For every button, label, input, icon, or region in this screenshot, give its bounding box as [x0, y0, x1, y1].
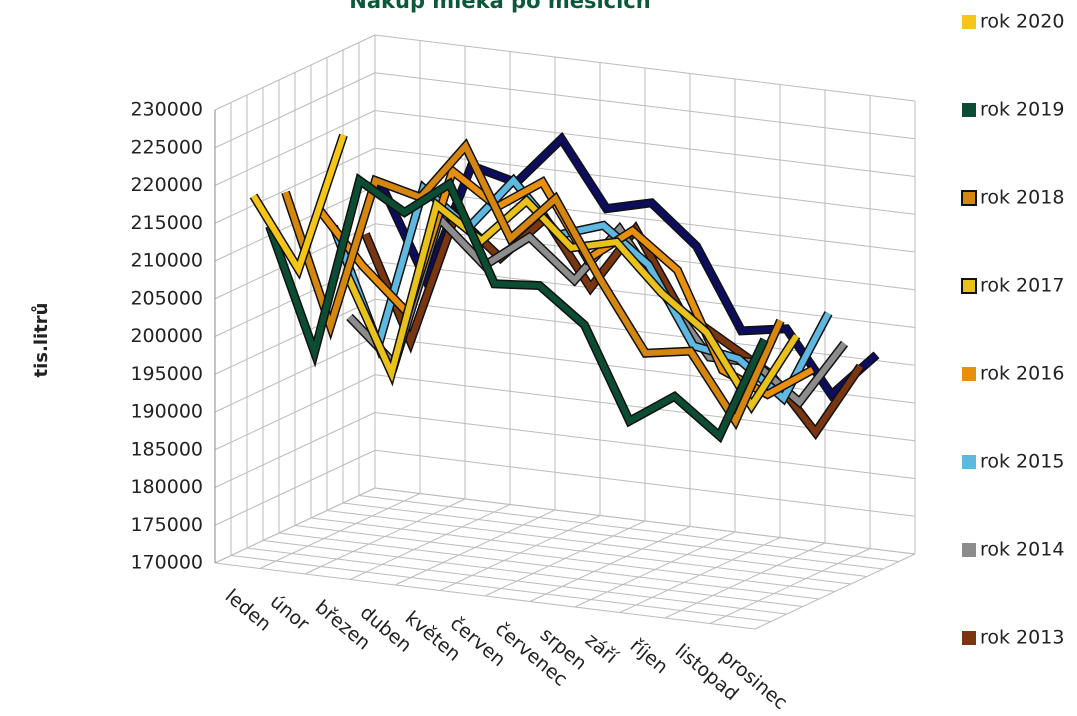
- y-tick-label: 185000: [130, 438, 203, 460]
- y-tick-label: 180000: [130, 476, 203, 498]
- x-tick-label: leden: [221, 585, 276, 636]
- series-line: [282, 140, 784, 428]
- floor-line: [326, 510, 868, 577]
- y-tick-label: 215000: [130, 212, 203, 234]
- floor-line: [374, 487, 916, 555]
- legend-label: rok 2013: [980, 627, 1064, 649]
- legend-label: rok 2020: [980, 11, 1064, 33]
- series-line: [250, 134, 347, 277]
- legend-label: rok 2017: [980, 275, 1064, 297]
- floor-line: [294, 525, 836, 592]
- legend-swatch: [962, 15, 976, 29]
- floor-line: [230, 555, 772, 622]
- x-tick-label: září: [581, 629, 622, 669]
- legend-label: rok 2019: [980, 99, 1064, 121]
- series-line: [343, 196, 800, 412]
- floor-line: [310, 517, 852, 585]
- floor-line: [214, 562, 756, 630]
- floor-line: [262, 540, 804, 607]
- floor-line: [246, 547, 788, 615]
- legend-swatch: [962, 103, 976, 117]
- floor-line: [342, 502, 884, 570]
- y-tick-label: 170000: [130, 552, 203, 574]
- y-tick-label: 230000: [130, 99, 203, 121]
- y-tick-label: 210000: [130, 250, 203, 272]
- series-edge: [249, 133, 348, 280]
- legend-label: rok 2016: [980, 363, 1064, 385]
- legend-swatch: [961, 278, 977, 294]
- y-tick-label: 190000: [130, 401, 203, 423]
- y-tick-label: 225000: [130, 136, 203, 158]
- y-tick-label: 220000: [130, 174, 203, 196]
- y-tick-label: 205000: [130, 287, 203, 309]
- y-axis-title: tis.litrů: [30, 303, 52, 378]
- legend-swatch: [962, 455, 976, 469]
- x-tick-label: říjen: [626, 634, 672, 678]
- series-line: [266, 175, 768, 441]
- legend-swatch: [962, 367, 976, 381]
- series-line: [330, 175, 832, 404]
- chart-title: Nákup mléka po měsících: [349, 0, 650, 13]
- x-tick-label: únor: [266, 590, 314, 635]
- y-tick-label: 195000: [130, 363, 203, 385]
- legend-label: rok 2018: [980, 187, 1064, 209]
- legend-swatch: [961, 190, 977, 206]
- legend-label: rok 2014: [980, 539, 1064, 561]
- legend-swatch: [962, 631, 976, 645]
- legend-swatch: [962, 543, 976, 557]
- y-tick-label: 175000: [130, 514, 203, 536]
- legend-label: rok 2015: [980, 451, 1064, 473]
- floor-line: [358, 495, 900, 562]
- floor-line: [278, 532, 820, 600]
- y-tick-label: 200000: [130, 325, 203, 347]
